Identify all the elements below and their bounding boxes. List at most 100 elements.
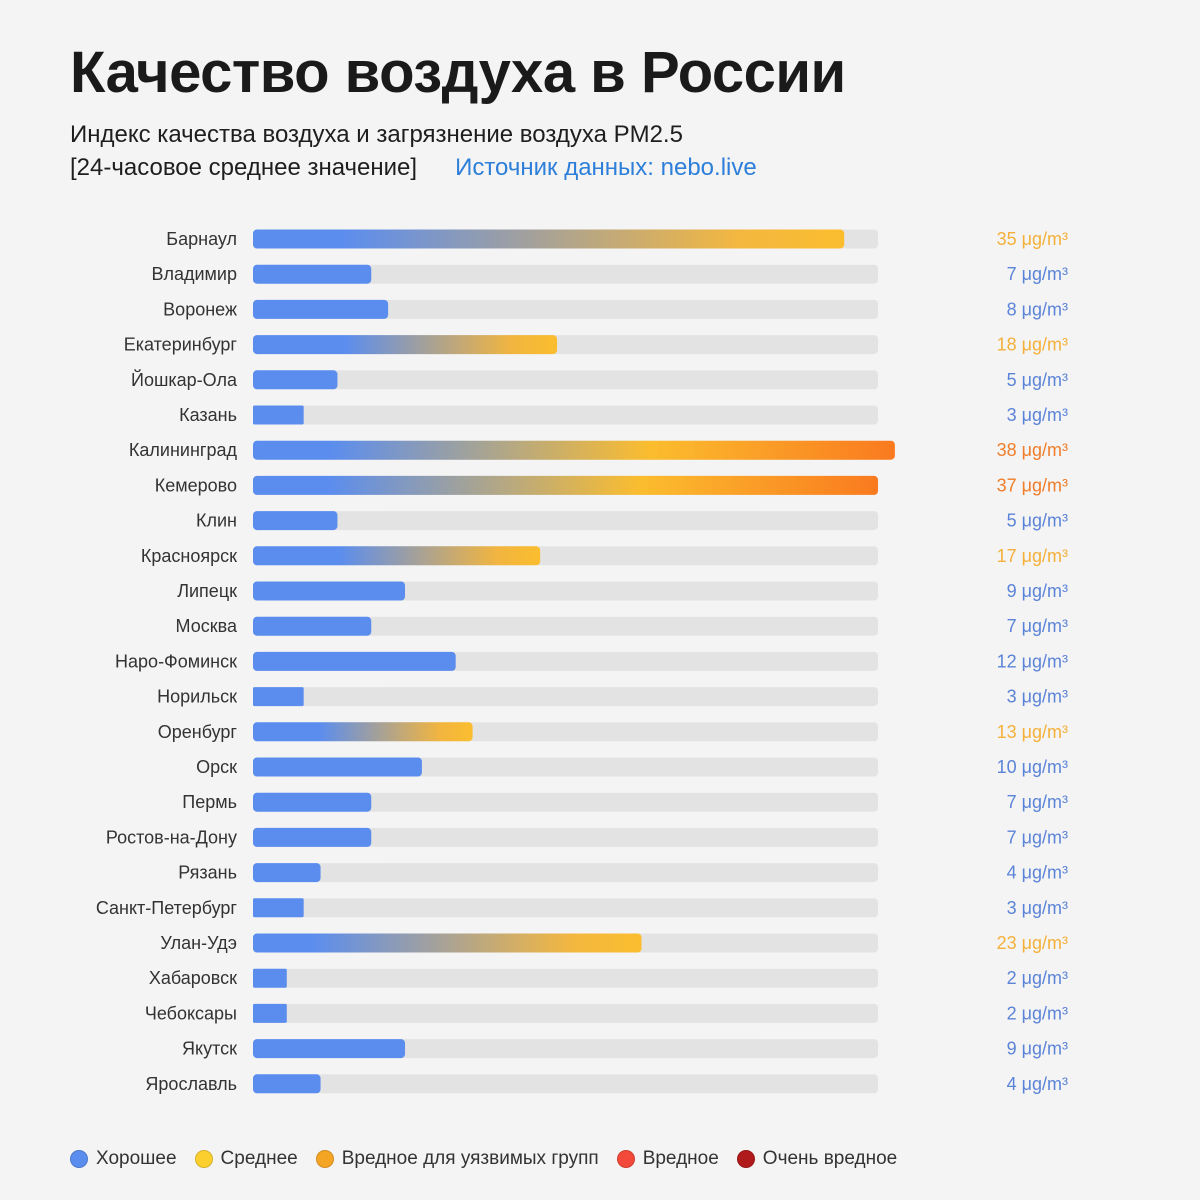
value-label: 5 μg/m³ — [1007, 370, 1068, 390]
bar-row: Ростов-на-Дону 7 μg/m³ — [106, 827, 1068, 847]
value-label: 35 μg/m³ — [997, 229, 1068, 249]
value-label: 4 μg/m³ — [1007, 863, 1068, 883]
subtitle-line-2: [24-часовое среднее значение] Источник да… — [70, 151, 757, 184]
bar-track — [253, 1003, 878, 1023]
bar-row: Екатеринбург 18 μg/m³ — [124, 335, 1068, 355]
bar — [253, 581, 406, 601]
city-label: Воронеж — [163, 299, 237, 319]
value-label: 3 μg/m³ — [1007, 405, 1068, 425]
legend-dot-icon — [194, 1150, 213, 1168]
bar-track — [253, 299, 878, 319]
bar-track — [253, 898, 878, 918]
bar — [253, 1074, 321, 1094]
subtitle-period: [24-часовое среднее значение] — [70, 154, 418, 181]
city-label: Барнаул — [166, 229, 237, 249]
bar — [253, 898, 304, 918]
city-label: Санкт-Петербург — [96, 898, 238, 918]
city-label: Калининград — [129, 440, 238, 460]
city-label: Москва — [176, 616, 238, 636]
bar — [253, 299, 389, 319]
bar — [253, 933, 642, 953]
city-label: Красноярск — [141, 546, 237, 566]
data-source-link[interactable]: Источник данных: nebo.live — [455, 154, 757, 181]
page-title: Качество воздуха в России — [70, 40, 846, 105]
legend-dot-icon — [736, 1150, 755, 1168]
legend-dot-icon — [315, 1150, 334, 1168]
legend-label: Среднее — [220, 1148, 298, 1169]
value-label: 5 μg/m³ — [1007, 511, 1068, 531]
value-label: 7 μg/m³ — [1007, 616, 1068, 636]
value-label: 13 μg/m³ — [997, 722, 1068, 742]
city-label: Норильск — [157, 687, 237, 707]
bar-track — [253, 264, 878, 284]
bar-track — [253, 370, 878, 390]
value-label: 38 μg/m³ — [997, 440, 1068, 460]
legend-label: Вредное для уязвимых групп — [341, 1148, 599, 1169]
bar-row: Якутск 9 μg/m³ — [182, 1039, 1068, 1059]
bar-row: Липецк 9 μg/m³ — [177, 581, 1068, 601]
bar — [253, 863, 321, 883]
bar-row: Наро-Фоминск 12 μg/m³ — [115, 651, 1068, 671]
legend-item: Очень вредное — [736, 1148, 897, 1170]
bar-track — [253, 792, 878, 812]
city-label: Наро-Фоминск — [115, 651, 237, 671]
city-label: Хабаровск — [149, 968, 237, 988]
value-label: 2 μg/m³ — [1007, 1003, 1068, 1023]
legend-item: Среднее — [194, 1148, 298, 1170]
bar — [253, 511, 338, 531]
legend-label: Хорошее — [96, 1148, 177, 1169]
bar-row: Пермь 7 μg/m³ — [182, 792, 1068, 812]
value-label: 3 μg/m³ — [1007, 898, 1068, 918]
city-label: Казань — [179, 405, 237, 425]
bar — [253, 722, 473, 742]
bar — [253, 264, 372, 284]
legend-item: Вредное для уязвимых групп — [315, 1148, 599, 1170]
value-label: 37 μg/m³ — [997, 475, 1068, 495]
bar-track — [253, 863, 878, 883]
value-label: 8 μg/m³ — [1007, 299, 1068, 319]
bar — [253, 616, 372, 636]
value-label: 10 μg/m³ — [997, 757, 1068, 777]
value-label: 7 μg/m³ — [1007, 827, 1068, 847]
subtitle: Индекс качества воздуха и загрязнение во… — [70, 118, 757, 184]
value-label: 9 μg/m³ — [1007, 1039, 1068, 1059]
bar-track — [253, 827, 878, 847]
bar-row: Владимир 7 μg/m³ — [151, 264, 1068, 284]
bar — [253, 370, 338, 390]
city-label: Орск — [196, 757, 237, 777]
bar — [253, 687, 304, 707]
bar — [253, 827, 372, 847]
subtitle-line-1: Индекс качества воздуха и загрязнение во… — [70, 121, 683, 148]
bar-row: Кемерово 37 μg/m³ — [155, 475, 1068, 495]
city-label: Ярославль — [145, 1074, 237, 1094]
city-label: Улан-Удэ — [160, 933, 237, 953]
bar-row: Чебоксары 2 μg/m³ — [145, 1003, 1068, 1023]
bar-row: Клин 5 μg/m³ — [196, 511, 1068, 531]
bar-track — [253, 616, 878, 636]
value-label: 9 μg/m³ — [1007, 581, 1068, 601]
city-label: Екатеринбург — [124, 335, 238, 355]
value-label: 18 μg/m³ — [997, 335, 1068, 355]
bar — [253, 546, 541, 566]
city-label: Якутск — [182, 1039, 237, 1059]
city-label: Пермь — [182, 792, 237, 812]
bar-row: Йошкар-Ола 5 μg/m³ — [131, 369, 1068, 390]
bar — [253, 968, 287, 988]
legend: Хорошее Среднее Вредное для уязвимых групп… — [70, 1148, 897, 1170]
bar — [253, 229, 845, 249]
bar-row: Норильск 3 μg/m³ — [157, 687, 1068, 707]
city-label: Оренбург — [158, 722, 238, 742]
city-label: Клин — [196, 511, 237, 531]
city-label: Ростов-на-Дону — [106, 827, 237, 847]
value-label: 4 μg/m³ — [1007, 1074, 1068, 1094]
bar — [253, 405, 304, 425]
pm25-bar-chart: Барнаул 35 μg/m³ Владимир 7 μg/m³ Воронеж 8 μ… — [96, 229, 1068, 1094]
bar-row: Барнаул 35 μg/m³ — [166, 229, 1068, 249]
legend-item: Хорошее — [70, 1148, 177, 1170]
bar-track — [253, 511, 878, 531]
bar-row: Орск 10 μg/m³ — [196, 757, 1068, 777]
legend-item: Вредное — [616, 1148, 719, 1170]
city-label: Йошкар-Ола — [131, 369, 238, 390]
city-label: Кемерово — [155, 475, 237, 495]
value-label: 3 μg/m³ — [1007, 687, 1068, 707]
